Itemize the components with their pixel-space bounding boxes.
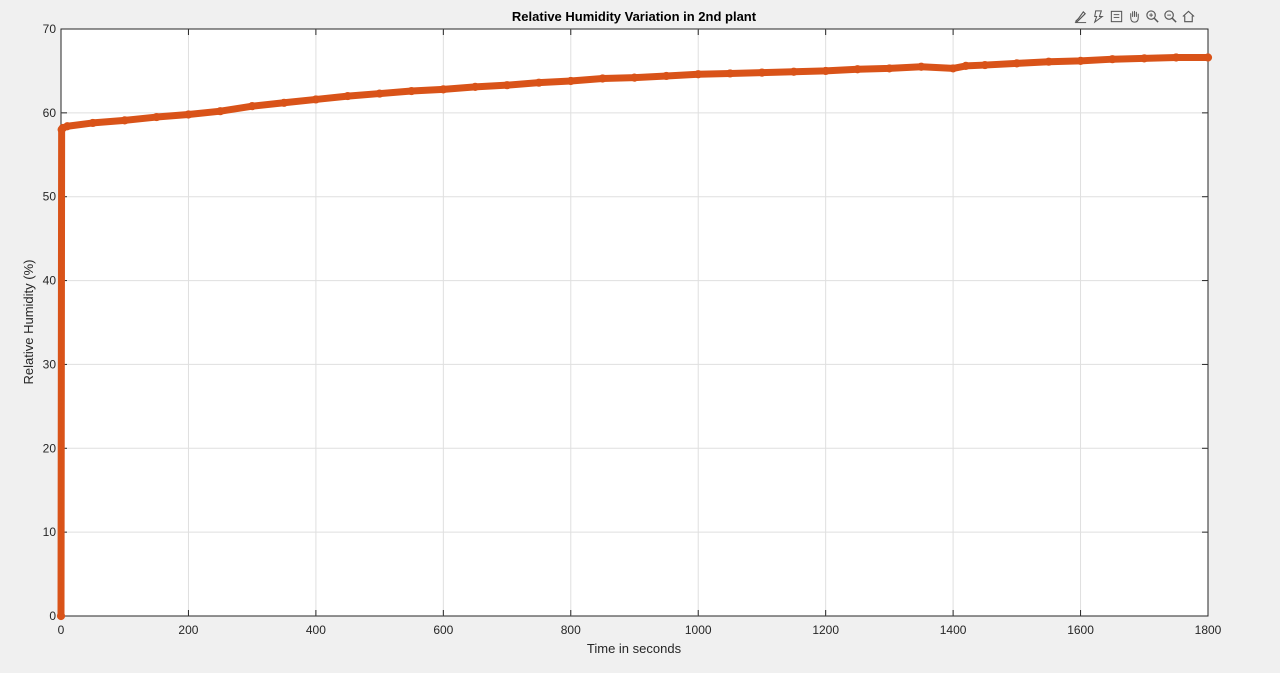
data-point (821, 66, 830, 76)
data-point (598, 74, 607, 83)
data-point (1044, 57, 1053, 66)
y-tick-label: 40 (43, 274, 57, 288)
data-point (471, 82, 480, 91)
data-point (949, 64, 958, 73)
axes-toolbar (1072, 8, 1197, 25)
data-point (630, 73, 639, 82)
data-point (58, 123, 68, 133)
x-axis-label: Time in seconds (587, 641, 682, 656)
y-tick-label: 70 (43, 22, 57, 36)
data-point (343, 91, 352, 101)
y-tick-label: 30 (43, 357, 57, 371)
chart-title: Relative Humidity Variation in 2nd plant (512, 9, 757, 24)
data-point (279, 98, 289, 107)
data-point (1140, 54, 1149, 63)
data-point (63, 122, 72, 131)
data-point (853, 65, 862, 74)
ticks: 0 200 400 600 800 1000 1200 1400 1600 1800 0 10 20 30… (43, 22, 1222, 637)
data-point (439, 85, 448, 94)
data-point (184, 110, 193, 119)
plot-area (60, 28, 1209, 617)
data-point (757, 68, 767, 77)
data-point (789, 67, 798, 76)
data-point (1172, 53, 1181, 62)
data-point (980, 60, 990, 70)
data-point (662, 71, 671, 81)
x-tick-label: 800 (561, 623, 581, 637)
x-tick-label: 200 (178, 623, 198, 637)
data-point (694, 70, 703, 79)
data-point (961, 61, 970, 70)
data-point (375, 89, 384, 98)
x-tick-label: 0 (58, 623, 65, 637)
y-tick-label: 60 (43, 106, 57, 120)
data-point (566, 76, 575, 86)
zoom-out-icon[interactable] (1162, 8, 1179, 25)
x-tick-label: 400 (306, 623, 326, 637)
data-point (216, 107, 225, 116)
series-line-core (60, 56, 1208, 617)
export-icon[interactable] (1108, 8, 1125, 25)
data-point (1108, 55, 1117, 64)
x-tick-label: 1400 (940, 623, 967, 637)
x-tick-label: 1000 (685, 623, 712, 637)
home-icon[interactable] (1180, 8, 1197, 25)
data-point (407, 86, 416, 96)
x-tick-label: 1600 (1067, 623, 1094, 637)
data-point (725, 69, 735, 78)
grid (61, 29, 1208, 616)
pan-icon[interactable] (1126, 8, 1143, 25)
y-tick-label: 50 (43, 190, 57, 204)
y-tick-label: 0 (49, 609, 56, 623)
data-point (502, 81, 512, 90)
data-point (885, 64, 894, 73)
data-point (1076, 56, 1085, 65)
x-tick-label: 1200 (812, 623, 839, 637)
data-point (1012, 59, 1021, 68)
data-point (248, 102, 257, 111)
data-point (120, 116, 129, 125)
series-container (56, 53, 1213, 621)
data-point (311, 95, 320, 104)
data-point (56, 611, 66, 621)
data-point (88, 118, 97, 128)
y-tick-label: 20 (43, 441, 57, 455)
data-tips-icon[interactable] (1090, 8, 1107, 25)
data-point (917, 62, 926, 71)
data-point (152, 112, 161, 122)
zoom-in-icon[interactable] (1144, 8, 1161, 25)
brush-icon[interactable] (1072, 8, 1089, 25)
x-tick-label: 600 (433, 623, 453, 637)
y-tick-label: 10 (43, 525, 57, 539)
x-tick-label: 1800 (1195, 623, 1222, 637)
y-axis-label: Relative Humidity (%) (21, 260, 36, 385)
data-point (1203, 53, 1213, 62)
data-point (534, 78, 544, 87)
